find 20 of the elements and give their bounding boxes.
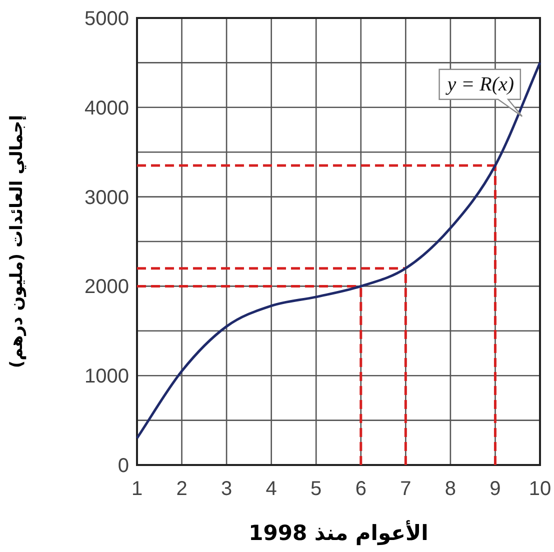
x-tick-label: 6 xyxy=(355,478,366,500)
y-tick-label: 4000 xyxy=(84,97,129,120)
x-tick-label: 5 xyxy=(310,478,322,500)
x-tick-label: 1 xyxy=(131,478,143,500)
y-tick-label: 3000 xyxy=(84,186,129,209)
x-axis-title: الأعوام منذ 1998 xyxy=(248,520,428,546)
x-tick-label: 9 xyxy=(490,478,501,500)
y-axis-title: إجمالي العائدات (مليون درهم) xyxy=(7,114,27,368)
x-tick-label: 3 xyxy=(220,478,232,500)
y-tick-label: 0 xyxy=(118,455,129,477)
x-tick-label: 7 xyxy=(400,478,412,500)
annotation: y = R(x) xyxy=(445,73,514,96)
x-tick-label: 2 xyxy=(176,478,188,500)
y-tick-label: 1000 xyxy=(84,366,129,388)
annotation-callout: y = R(x) xyxy=(438,68,523,117)
x-tick-label: 8 xyxy=(444,478,456,500)
x-tick-label: 4 xyxy=(266,478,277,500)
y-tick-label: 5000 xyxy=(84,8,129,30)
y-tick-label: 2000 xyxy=(84,276,129,298)
x-tick-label: 10 xyxy=(528,478,552,500)
